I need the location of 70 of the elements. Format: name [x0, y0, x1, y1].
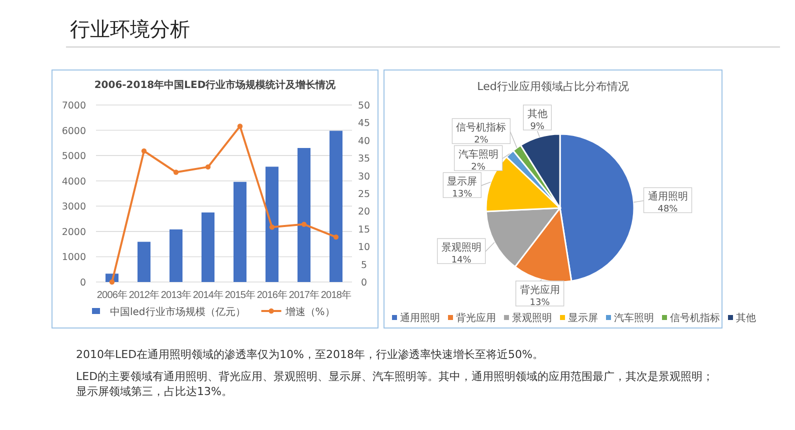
- y2-tick-label: 25: [358, 189, 370, 200]
- text: LED的主要领域有通用照明、背光应用、景观照明、显示屏、汽车照明等。其中，通用照明领域的应用范围最广，其次是景观照明；显示屏领域第三，占比达13%。: [76, 370, 714, 398]
- slice-label: 景观照明: [441, 242, 482, 254]
- point: [237, 124, 243, 129]
- bar: [298, 148, 310, 282]
- y2-tick-label: 20: [358, 206, 370, 218]
- data-label: 14%: [451, 256, 472, 266]
- data-label: 9%: [530, 122, 545, 132]
- y-tick-label: 3000: [62, 202, 86, 213]
- x-tick-label: 2012年: [128, 289, 160, 301]
- point: [205, 164, 211, 170]
- y2-tick-label: 5: [360, 260, 368, 271]
- legend-label: 中国led行业市场规模（亿元）: [110, 306, 246, 318]
- y2-tick-label: 40: [358, 136, 370, 147]
- legend-label: 其他: [736, 312, 756, 324]
- point: [333, 234, 339, 240]
- y-tick-label: 5000: [62, 151, 86, 162]
- y-tick-label: 6000: [62, 126, 86, 137]
- x-tick-label: 2013年: [160, 289, 192, 301]
- data-label: 2%: [471, 162, 486, 173]
- point: [301, 222, 307, 227]
- bar: [138, 242, 150, 282]
- chart-title: Led行业应用领域占比分布情况: [477, 80, 629, 93]
- legend-label: 景观照明: [512, 312, 552, 324]
- y-tick-label: 2000: [62, 226, 86, 238]
- bar: [266, 166, 278, 282]
- y-tick-label: 0: [80, 278, 86, 288]
- legend-label: 显示屏: [568, 313, 598, 324]
- x-tick-label: 2017年: [288, 289, 320, 301]
- bar: [234, 182, 246, 282]
- x-tick-label: 2006年: [96, 289, 128, 301]
- x-tick-label: 2015年: [224, 289, 256, 301]
- y2-tick-label: 50: [358, 100, 370, 112]
- point: [173, 170, 179, 175]
- chart-title: 2006-2018年中国LED行业市场规模统计及增长情况: [94, 79, 337, 91]
- y2-tick-label: 15: [358, 224, 370, 236]
- legend-label: 增速（%）: [284, 306, 335, 318]
- bar: [330, 130, 342, 282]
- slice-label: 显示屏: [447, 176, 478, 188]
- slice-label: 信号机指标: [456, 122, 506, 134]
- x-tick-label: 2014年: [192, 289, 224, 301]
- point: [109, 279, 115, 285]
- text: 2010年LED在通用照明领域的渗透率仅为10%，至2018年，行业渗透率快速增长至将近50%。: [76, 348, 544, 361]
- data-label: 13%: [530, 298, 550, 308]
- data-label: 2%: [474, 136, 489, 146]
- y-tick-label: 1000: [62, 252, 86, 264]
- data-label: 13%: [452, 190, 473, 200]
- bar: [170, 229, 182, 282]
- y2-tick-label: 10: [358, 242, 370, 254]
- point: [141, 148, 147, 154]
- legend-label: 背光应用: [456, 312, 496, 324]
- y2-tick-label: 0: [360, 278, 368, 288]
- slice-label: 其他: [527, 108, 548, 120]
- x-tick-label: 2016年: [256, 289, 288, 301]
- bar: [202, 212, 214, 282]
- y2-tick-label: 30: [358, 171, 370, 182]
- x-tick-label: 2018年: [320, 289, 352, 301]
- y2-tick-label: 35: [358, 154, 370, 165]
- y2-tick-label: 45: [358, 118, 370, 130]
- slice-label: 通用照明: [648, 190, 688, 203]
- slice-label: 汽车照明: [458, 148, 498, 161]
- legend-label: 通用照明: [400, 312, 440, 324]
- y-tick-label: 4000: [62, 176, 86, 188]
- point: [269, 224, 275, 230]
- legend-label: 信号机指标: [670, 312, 720, 324]
- legend-label: 汽车照明: [614, 312, 654, 324]
- slice-label: 背光应用: [520, 284, 560, 296]
- data-label: 48%: [658, 204, 678, 215]
- y-tick-label: 7000: [62, 100, 86, 112]
- text: 行业环境分析: [70, 17, 190, 41]
